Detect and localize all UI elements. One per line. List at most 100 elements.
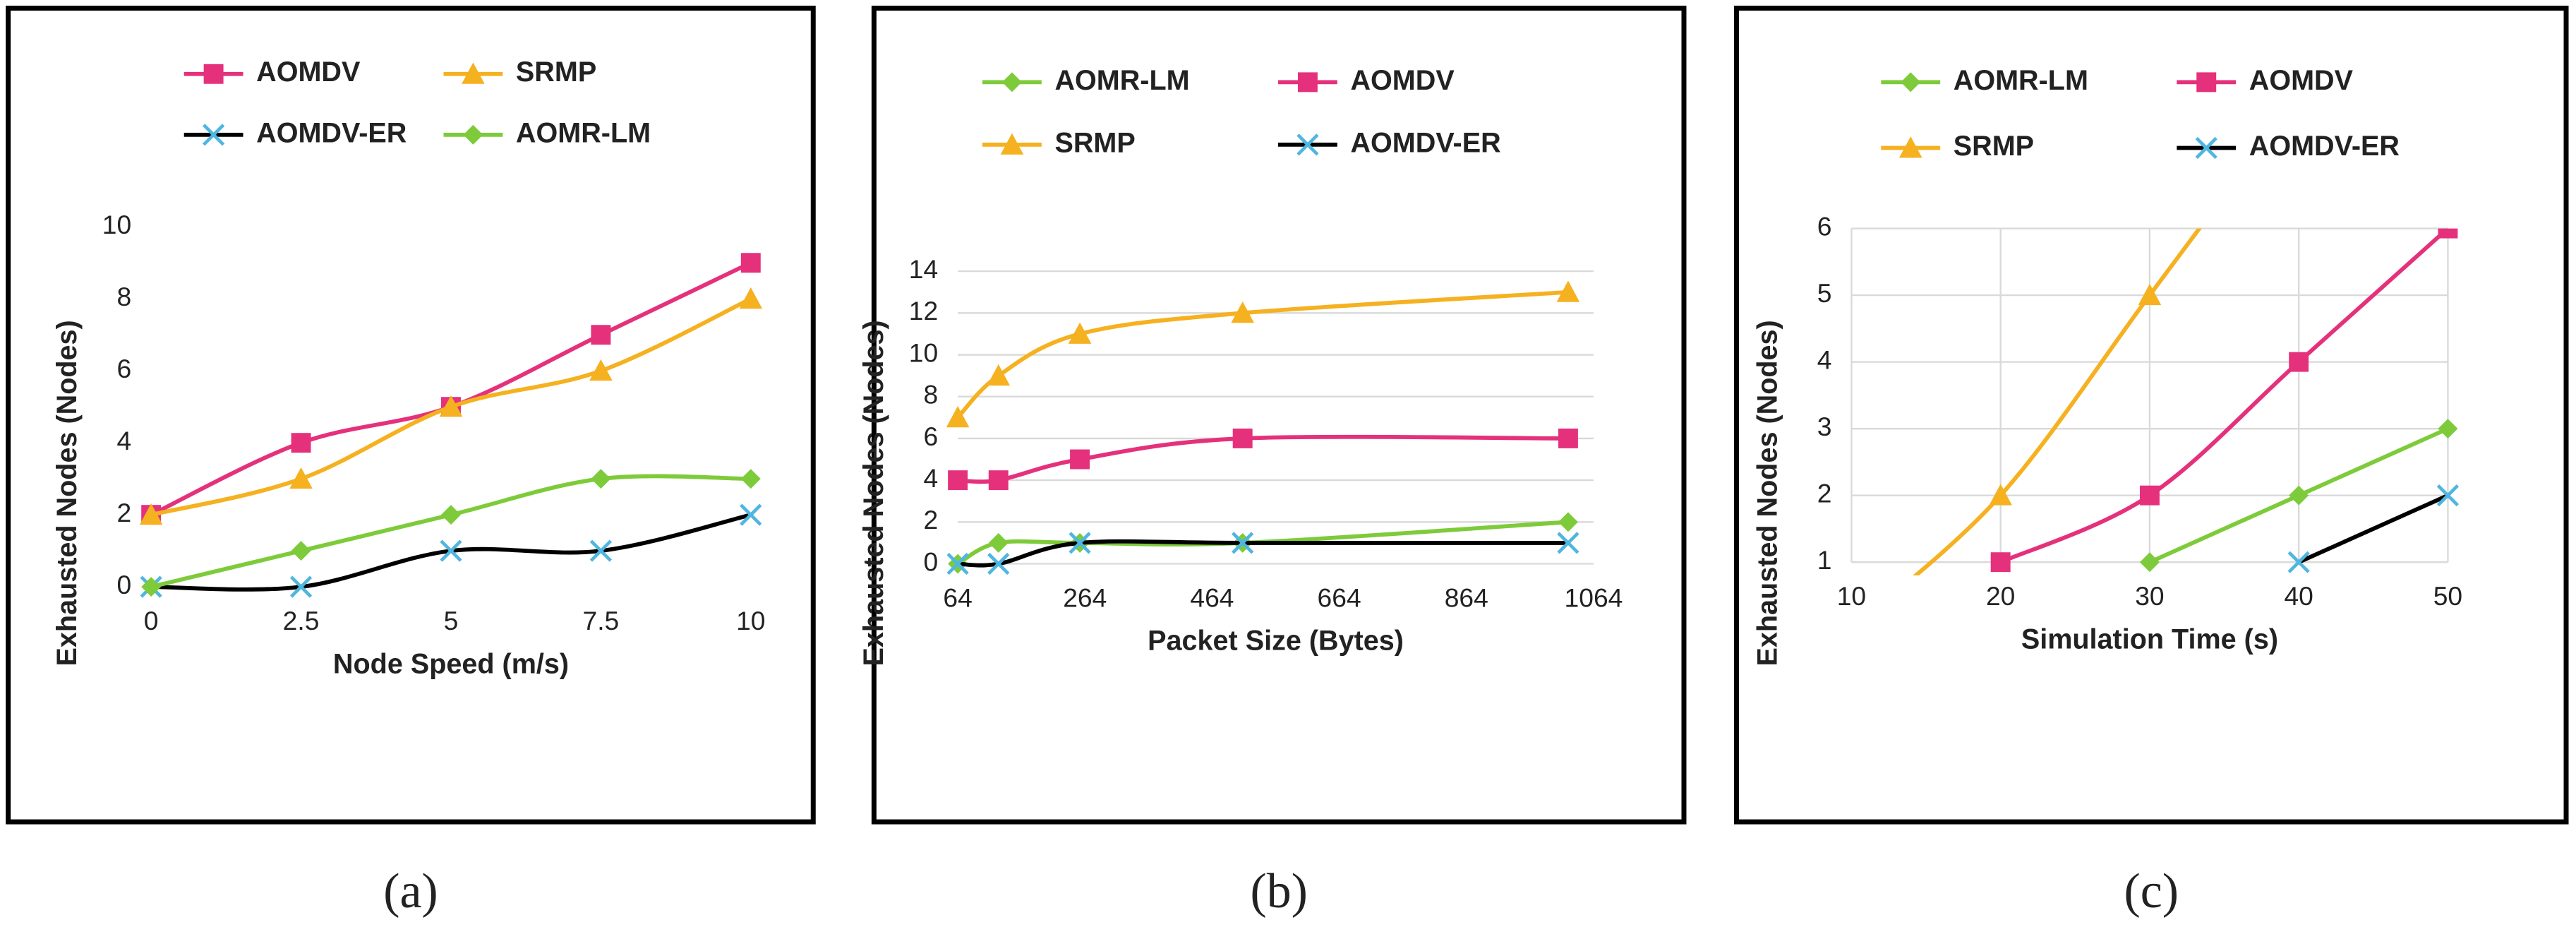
chart-panel: (a) 0 2 4 6 8 10 0 2.5 5 7.5 10 Node Speed (m/s) Exha… (6, 6, 816, 919)
panel-label: (a) (383, 864, 438, 919)
marker (139, 503, 163, 525)
marker (1232, 532, 1254, 554)
legend-label: AOMDV-ER (2249, 131, 2400, 162)
legend-label: AOMR-LM (1954, 65, 2088, 96)
marker (2289, 352, 2309, 372)
legend-label: AOMDV (2249, 65, 2354, 96)
y-tick-label: 0 (923, 546, 938, 576)
marker (141, 577, 162, 597)
marker (2438, 419, 2458, 439)
x-tick-label: 0 (144, 606, 159, 635)
x-tick-label: 664 (1318, 583, 1361, 613)
legend-marker (462, 62, 485, 84)
legend-marker (1297, 72, 1318, 92)
y-axis-label: Exhausted Nodes (Nodes) (1752, 320, 1783, 666)
marker (987, 364, 1011, 386)
y-tick-label: 4 (117, 426, 132, 455)
legend-label: AOMDV-ER (1350, 127, 1500, 158)
chart-panel: (c) 1 2 3 4 5 6 10 20 30 40 50 Simulation Time (s) Ex… (1733, 6, 2569, 919)
panel-frame (6, 6, 816, 825)
marker (1069, 532, 1091, 554)
y-tick-label: 8 (117, 282, 132, 311)
x-tick-label: 64 (943, 583, 972, 613)
marker (1989, 484, 2012, 506)
legend-label: SRMP (516, 56, 596, 88)
marker (1231, 301, 1254, 323)
legend-label: SRMP (1054, 127, 1135, 158)
legend-marker (1001, 72, 1022, 92)
series-line (1913, 228, 2202, 575)
y-tick-label: 2 (117, 498, 132, 527)
marker (289, 467, 313, 489)
x-tick-label: 10 (736, 606, 765, 635)
marker (441, 505, 461, 525)
marker (289, 575, 313, 598)
legend-marker (203, 64, 224, 84)
legend-label: AOMDV-ER (256, 117, 407, 148)
marker (948, 470, 968, 491)
marker (1558, 512, 1578, 532)
marker (1232, 428, 1253, 448)
marker (2287, 551, 2310, 573)
series-line (1999, 228, 2450, 564)
y-tick-label: 6 (1817, 211, 1832, 241)
y-tick-label: 10 (102, 210, 131, 239)
x-tick-label: 50 (2433, 581, 2462, 611)
x-tick-label: 264 (1063, 583, 1107, 613)
y-axis-label: Exhausted Nodes (Nodes) (52, 320, 83, 666)
y-tick-label: 14 (909, 254, 938, 284)
marker (740, 469, 761, 489)
legend-marker (2195, 136, 2217, 160)
panel-frame (871, 6, 1687, 825)
marker (740, 253, 761, 273)
x-tick-label: 7.5 (583, 606, 620, 635)
marker (1556, 280, 1580, 302)
plot-area (139, 253, 763, 598)
marker (1990, 552, 2011, 573)
marker (591, 325, 611, 345)
panel-label: (b) (1250, 864, 1307, 919)
y-tick-label: 2 (923, 505, 938, 534)
marker (739, 287, 763, 309)
legend-marker (1296, 133, 1319, 156)
y-tick-label: 10 (909, 337, 938, 367)
x-axis-label: Node Speed (m/s) (333, 648, 569, 679)
marker (1070, 449, 1090, 470)
legend-label: AOMR-LM (516, 117, 651, 148)
y-tick-label: 5 (1817, 278, 1832, 308)
y-tick-label: 6 (117, 354, 132, 383)
marker (1557, 532, 1579, 554)
legend-marker (203, 124, 225, 146)
marker (291, 433, 311, 453)
y-tick-label: 3 (1817, 412, 1832, 441)
legend-marker (1898, 136, 1922, 158)
x-tick-label: 5 (444, 606, 459, 635)
marker (1558, 428, 1578, 448)
marker (2289, 485, 2309, 506)
chart-panel: (b) 0 2 4 6 8 10 12 14 64 264 464 664 864 1064 Packet S… (858, 6, 1687, 919)
legend-label: AOMDV (256, 56, 361, 88)
x-tick-label: 2.5 (283, 606, 320, 635)
x-tick-label: 1064 (1565, 583, 1623, 613)
panel-label: (c) (2124, 864, 2179, 919)
x-axis-label: Simulation Time (s) (2021, 623, 2278, 655)
marker (946, 406, 970, 428)
y-tick-label: 4 (1817, 345, 1832, 374)
y-axis-label: Exhausted Nodes (Nodes) (858, 320, 889, 666)
legend-marker (463, 124, 483, 145)
marker (1068, 322, 1092, 344)
x-tick-label: 10 (1837, 581, 1866, 611)
legend-marker (1000, 133, 1024, 155)
y-tick-label: 6 (923, 422, 938, 451)
legend-label: AOMR-LM (1054, 65, 1189, 96)
legend-label: AOMDV (1350, 65, 1455, 96)
marker (440, 539, 462, 562)
y-tick-label: 1 (1817, 545, 1832, 575)
series-line (2297, 494, 2449, 564)
marker (740, 503, 762, 526)
legend-marker (1901, 72, 1921, 92)
x-tick-label: 40 (2284, 581, 2313, 611)
x-tick-label: 464 (1190, 583, 1234, 613)
marker (291, 541, 311, 561)
